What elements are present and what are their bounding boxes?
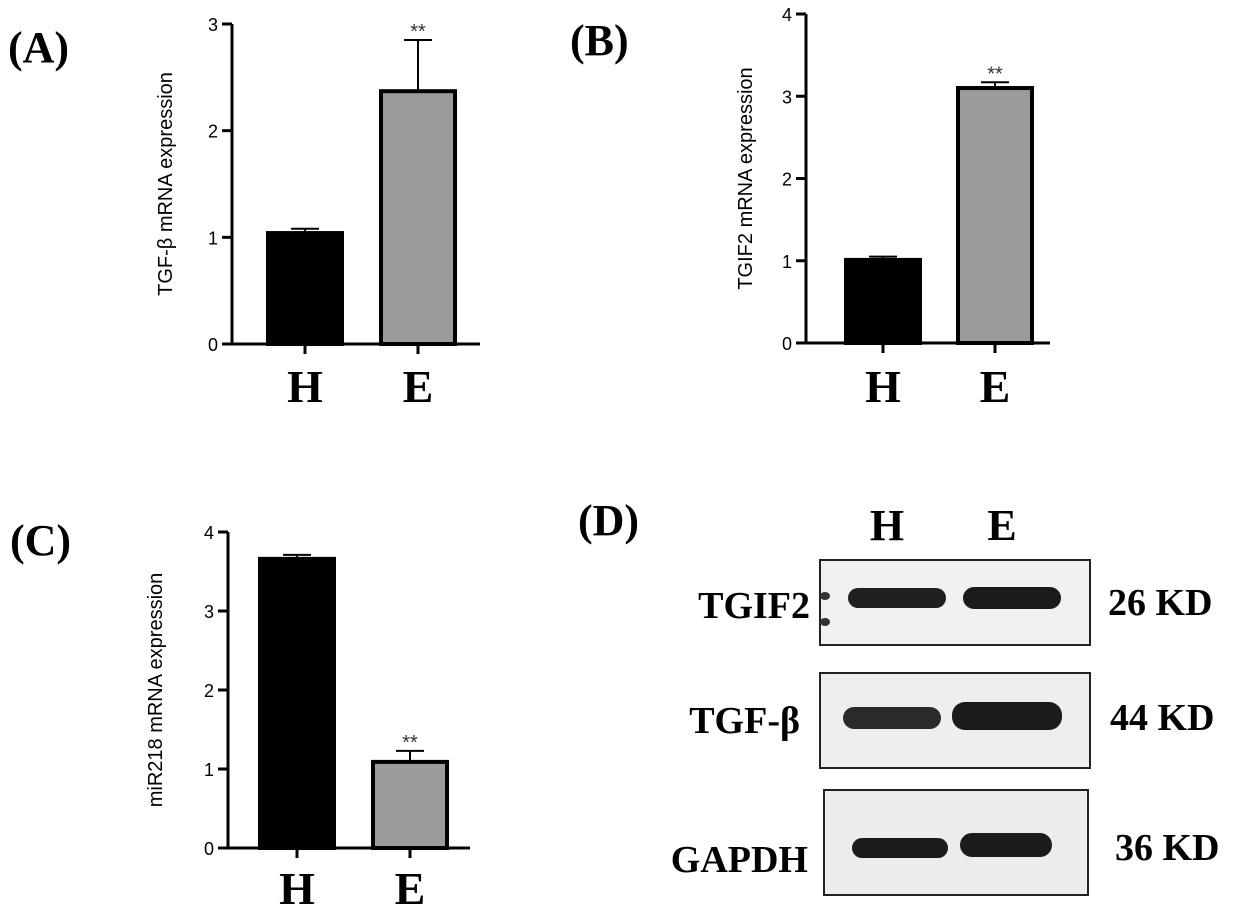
panel-a-y-tick-label: 0 [208, 335, 218, 355]
blot-band-tgif2-h [848, 588, 946, 608]
panel-c-y-tick-label: 1 [204, 760, 214, 780]
panel-b-bar-h [844, 257, 922, 345]
panel-a-bar-h [266, 231, 344, 346]
blot-size-tgif2: 26 KD [1108, 582, 1213, 624]
panel-a-x-tick-label: E [403, 361, 434, 412]
panel-b-significance-label: ** [987, 63, 1003, 85]
panel-b-y-tick-label: 3 [782, 87, 792, 107]
panel-b-y-tick-label: 1 [782, 252, 792, 272]
panel-c-x-tick-label: E [395, 863, 426, 914]
panel-c-significance-label: ** [402, 732, 418, 754]
panel-c-y-tick-label: 0 [204, 839, 214, 859]
panel-b-y-axis-title: TGIF2 mRNA expression [735, 67, 757, 289]
blot-protein-tgif2: TGIF2 [698, 585, 810, 627]
panel-c-bar-h [258, 556, 336, 850]
blot-band-tgif2-e [963, 587, 1061, 609]
panel-a-y-tick-label: 1 [208, 228, 218, 248]
blot-size-gapdh: 36 KD [1115, 827, 1220, 869]
panel-c: (C) 0 1 2 3 4 miR218 mRNA expression H E ** [10, 516, 470, 914]
panel-c-y-tick-label: 4 [204, 523, 214, 543]
panel-b-y-tick-label: 2 [782, 170, 792, 190]
blot-lane-e-label: E [987, 501, 1016, 550]
panel-c-label: (C) [10, 516, 71, 565]
panel-a: (A) 0 1 2 3 TGF-β mRNA expression H E ** [8, 15, 480, 412]
panel-b-bar-e [956, 86, 1034, 346]
panel-b-label: (B) [570, 16, 629, 65]
panel-a-y-tick-label: 3 [208, 15, 218, 35]
panel-c-bar-e [371, 759, 449, 851]
panel-c-y-axis-title: miR218 mRNA expression [145, 573, 167, 808]
blot-band-tgf-beta-e [952, 702, 1062, 730]
blot-band-tgf-beta-h [843, 707, 941, 729]
panel-d: (D) H E TGIF2 TGF-β GAPDH 26 KD 44 KD 36… [578, 496, 1220, 896]
blot-band-gapdh-e [960, 833, 1052, 857]
panel-c-x-tick-label: H [279, 863, 315, 914]
blot-band-gapdh-h [852, 838, 948, 858]
blot-protein-tgf-beta: TGF-β [689, 700, 800, 742]
panel-b-x-tick-label: H [865, 361, 901, 412]
panel-b-x-tick-label: E [980, 361, 1011, 412]
blot-marker-dot [820, 592, 830, 600]
panel-d-label: (D) [578, 496, 639, 545]
panel-a-label: (A) [8, 23, 69, 72]
panel-b-y-tick-label: 4 [782, 5, 792, 25]
panel-a-significance-label: ** [410, 21, 426, 43]
panel-a-bar-e [379, 89, 457, 346]
blot-protein-gapdh: GAPDH [671, 839, 808, 881]
blot-size-tgf-beta: 44 KD [1110, 697, 1215, 739]
panel-b: (B) 0 1 2 3 4 TGIF2 mRNA expression H E ** [570, 5, 1050, 412]
panel-a-y-axis-title: TGF-β mRNA expression [155, 72, 177, 296]
panel-c-y-tick-label: 2 [204, 681, 214, 701]
panel-a-y-tick-label: 2 [208, 122, 218, 142]
panel-b-y-tick-label: 0 [782, 334, 792, 354]
panel-c-y-tick-label: 3 [204, 602, 214, 622]
blot-lane-h-label: H [870, 501, 904, 550]
blot-marker-dot [820, 618, 830, 626]
panel-a-x-tick-label: H [287, 361, 323, 412]
